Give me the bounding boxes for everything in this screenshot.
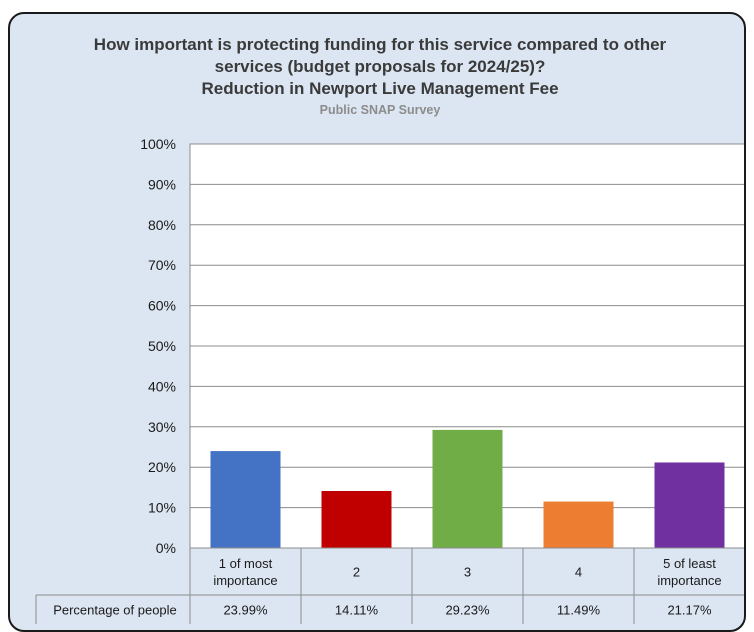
value-label: 21.17%	[667, 603, 712, 618]
y-tick-label: 20%	[148, 459, 176, 475]
y-tick-label: 100%	[140, 136, 176, 152]
y-tick-label: 80%	[148, 217, 176, 233]
category-label: 3	[464, 565, 471, 580]
data-table: 1 of most importance 2 3 4 5 of least importan…	[35, 547, 744, 624]
chart-frame: How important is protecting funding for …	[8, 12, 746, 632]
bar-2	[321, 490, 392, 548]
value-label: 11.49%	[557, 603, 601, 618]
bar-5	[654, 462, 725, 548]
y-tick-label: 0%	[156, 540, 176, 556]
y-tick-label: 60%	[148, 298, 176, 314]
title-line-1: How important is protecting funding for …	[94, 35, 667, 54]
category-label: 2	[353, 565, 360, 580]
bar-4	[543, 501, 614, 548]
bars	[210, 429, 725, 548]
title-line-3: Reduction in Newport Live Management Fee	[201, 79, 558, 98]
value-label: 23.99%	[223, 603, 268, 618]
bar-1	[210, 451, 281, 548]
y-axis: 0% 10% 20% 30% 40% 50% 60% 70% 80% 90% 100%	[140, 136, 176, 556]
y-tick-label: 50%	[148, 338, 176, 354]
chart-subtitle: Public SNAP Survey	[320, 103, 441, 117]
y-tick-label: 10%	[148, 500, 176, 516]
y-tick-label: 30%	[148, 419, 176, 435]
y-tick-label: 70%	[148, 257, 176, 273]
chart-title: How important is protecting funding for …	[94, 35, 667, 117]
title-line-2: services (budget proposals for 2024/25)?	[215, 57, 546, 76]
category-label: 4	[575, 565, 582, 580]
category-label: 1 of most importance	[213, 556, 277, 588]
series-label: Percentage of people	[53, 603, 177, 618]
category-label: 5 of least importance	[657, 556, 721, 588]
value-label: 29.23%	[445, 603, 490, 618]
y-tick-label: 90%	[148, 176, 176, 192]
value-label: 14.11%	[335, 603, 379, 618]
y-tick-label: 40%	[148, 378, 176, 394]
bar-3	[432, 429, 503, 548]
bar-chart: How important is protecting funding for …	[35, 35, 744, 624]
